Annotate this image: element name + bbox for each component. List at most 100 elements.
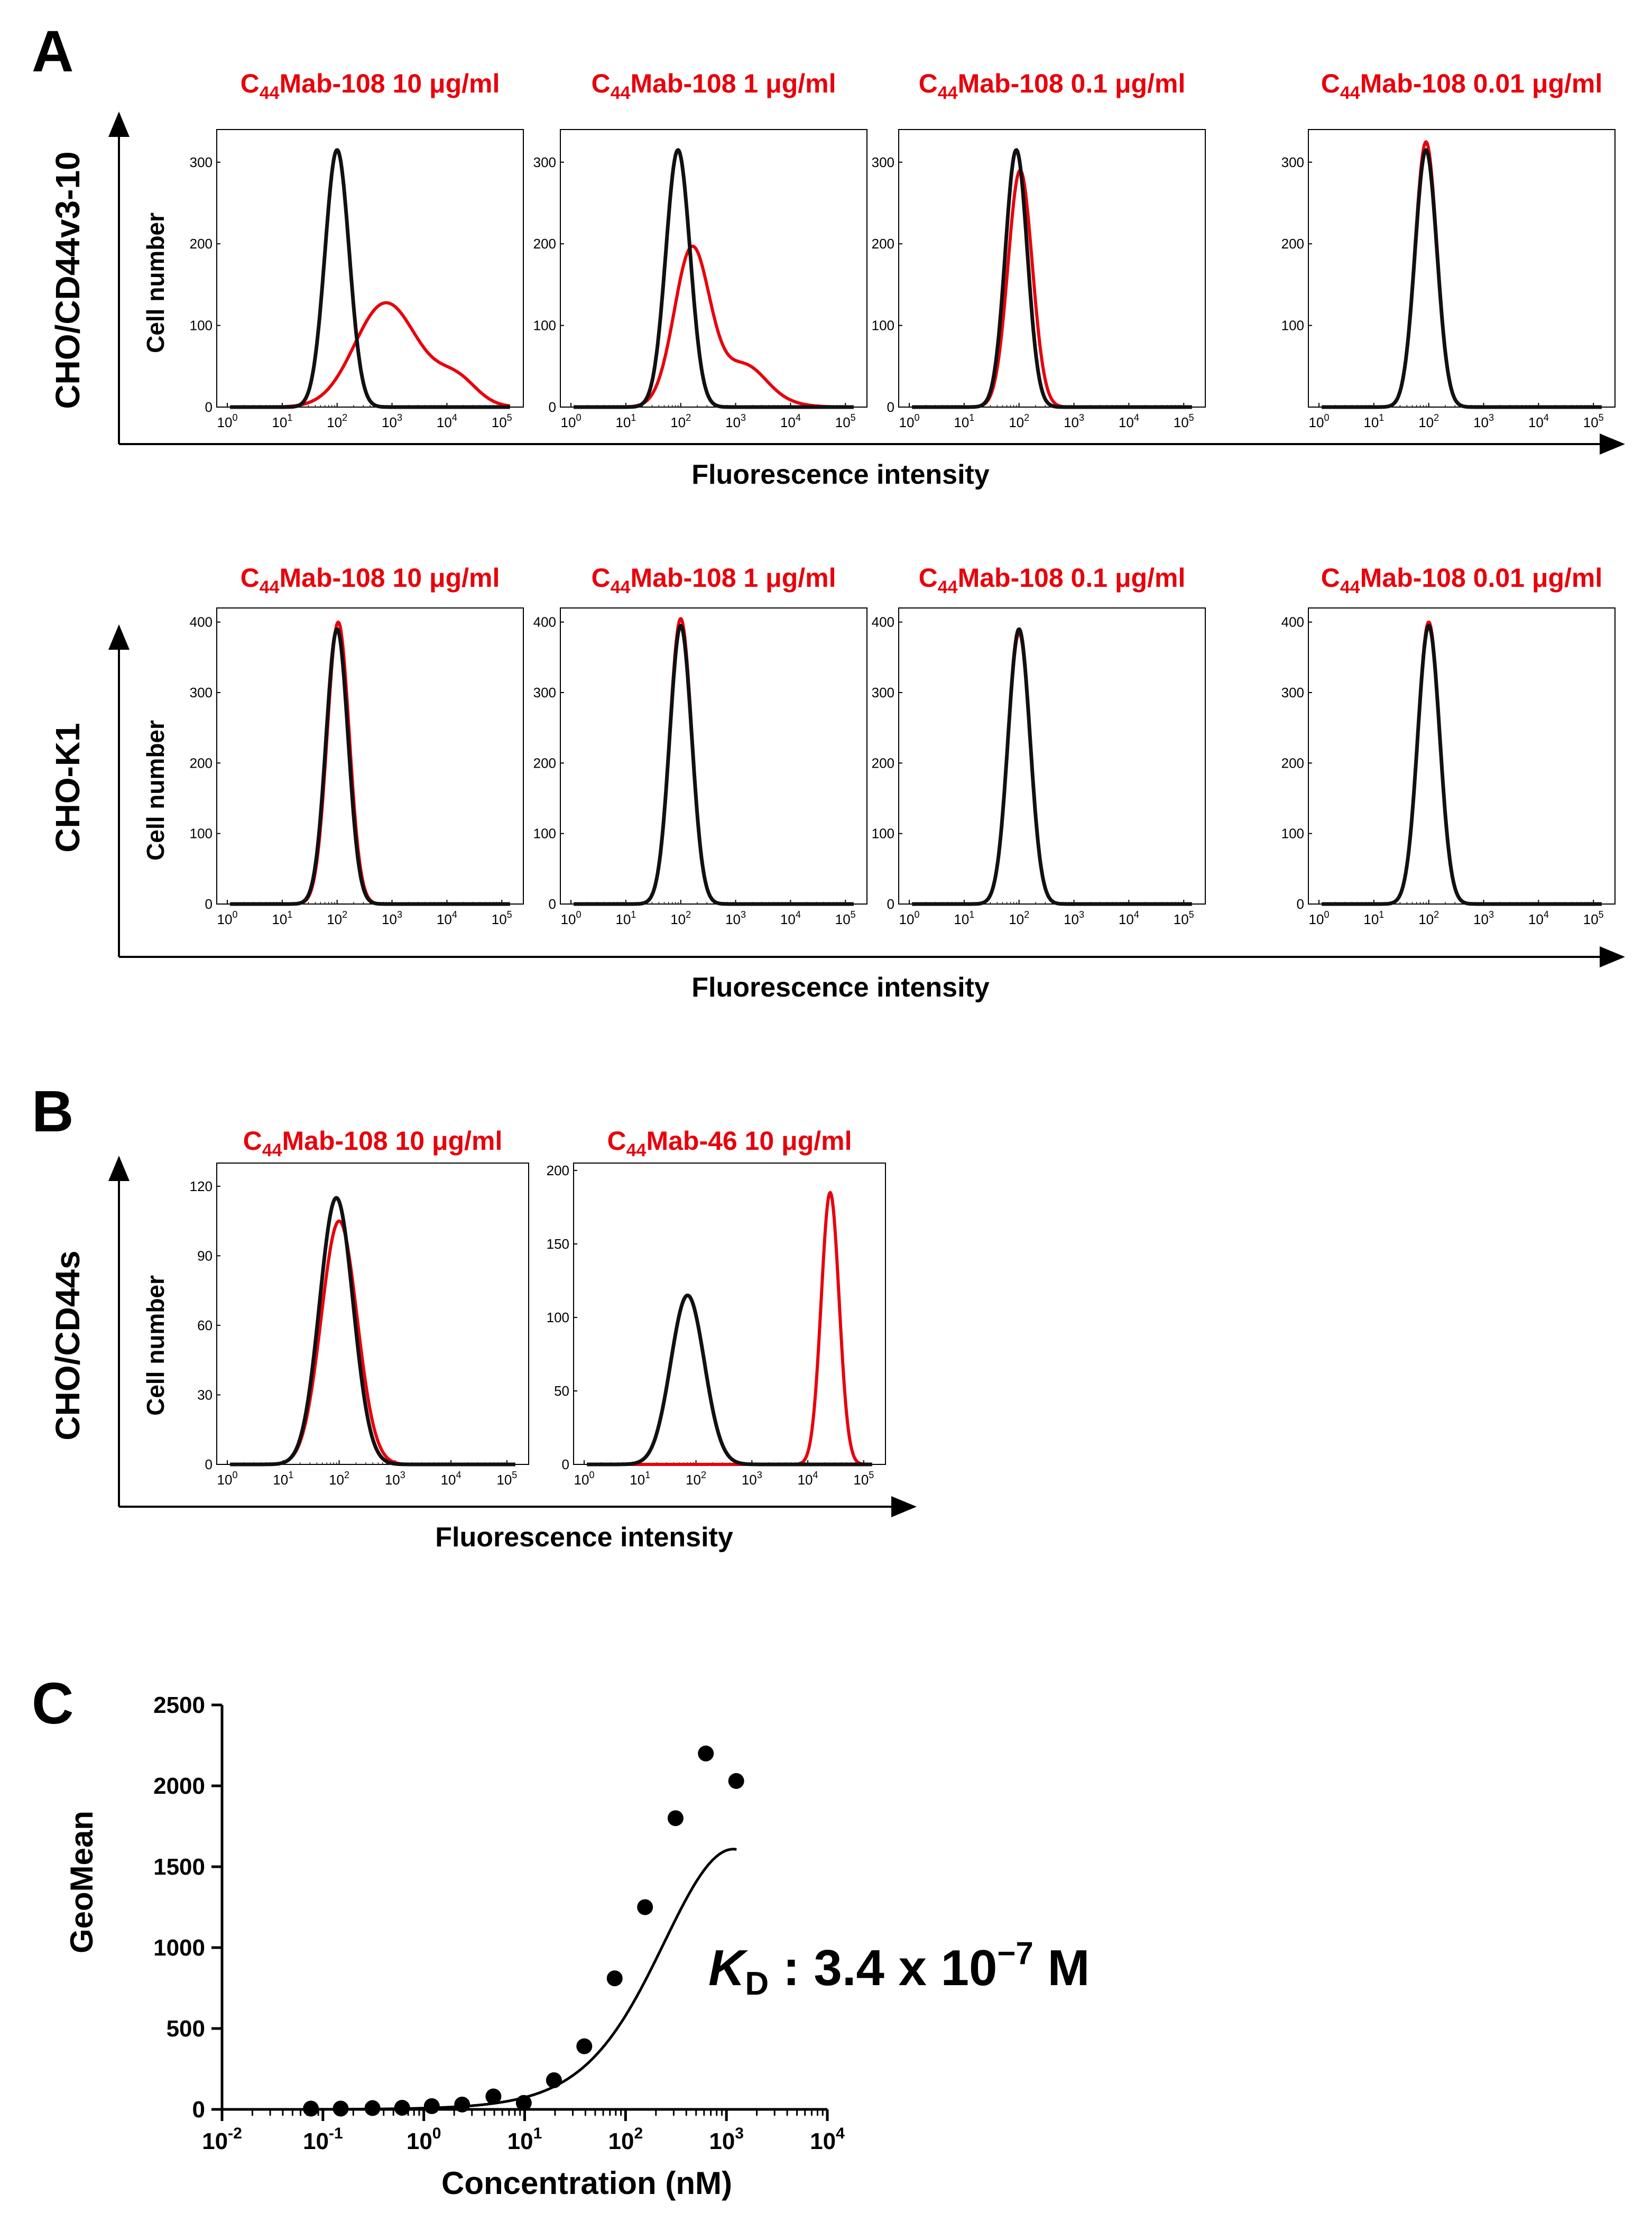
plot-frame [216, 129, 524, 408]
c-data-point [364, 2100, 381, 2116]
control-histogram-line [911, 148, 1193, 409]
x-tick-label: 102 [327, 412, 347, 430]
y-tick-label: 300 [533, 154, 556, 170]
x-tick-label: 102 [327, 909, 347, 927]
x-tick-label: 101 [615, 412, 636, 430]
panel-label-a: A [32, 19, 73, 84]
histogram-A-bottom-3: C44Mab-108 0.1 μg/ml 0 100 200 300 400 100 101 1… [872, 563, 1206, 927]
panel-label-b: B [32, 1079, 73, 1144]
c-data-point [546, 2072, 562, 2088]
antibody-histogram-line [1321, 140, 1602, 409]
row-label-cd44s: CHO/CD44s [49, 1250, 87, 1440]
c-data-point [515, 2095, 532, 2111]
c-data-point [667, 1810, 684, 1827]
row-label-cho-k1: CHO-K1 [49, 723, 87, 852]
c-x-axis-label: Concentration (nM) [441, 2165, 732, 2201]
y-tick-label: 200 [533, 755, 556, 771]
plot-frame [1308, 607, 1616, 905]
subplot-title: C44Mab-46 10 μg/ml [607, 1126, 852, 1160]
y-tick-label: 200 [547, 1163, 569, 1178]
x-tick-label: 101 [1363, 909, 1384, 927]
y-tick-label: 300 [1281, 154, 1304, 170]
x-axis-label-b: Fluorescence intensity [435, 1522, 733, 1553]
c-data-point [637, 1899, 653, 1915]
subplot-title: C44Mab-108 0.1 μg/ml [919, 69, 1186, 103]
x-tick-label: 104 [780, 412, 801, 430]
histogram-A-top-3: C44Mab-108 0.1 μg/ml 0 100 200 300 100 101 102 1… [872, 69, 1206, 430]
c-y-tick-label: 1500 [153, 1854, 205, 1880]
y-tick-label: 300 [190, 154, 213, 170]
y-tick-label: 0 [562, 1456, 569, 1472]
x-tick-label: 100 [1309, 412, 1330, 430]
c-fit-curve [308, 1848, 737, 2111]
x-tick-label: 105 [1583, 412, 1604, 430]
kd-annotation: KD : 3.4 x 10−7 M [708, 1935, 1090, 2002]
c-x-tick-label: 10-1 [303, 2125, 343, 2154]
y-tick-label: 400 [872, 614, 894, 630]
x-tick-label: 103 [1473, 412, 1494, 430]
c-y-tick-label: 2500 [153, 1692, 205, 1718]
plot-frame [560, 129, 867, 408]
x-tick-label: 101 [954, 412, 974, 430]
x-tick-label: 103 [725, 412, 746, 430]
y-tick-label: 100 [190, 826, 213, 842]
x-tick-label: 101 [954, 909, 974, 927]
histogram-A-bottom-2: C44Mab-108 1 μg/ml 0 100 200 300 400 100 101 102… [533, 563, 867, 927]
x-tick-label: 101 [272, 412, 292, 430]
x-tick-label: 103 [382, 412, 402, 430]
y-axis-label-a-top: Cell number [142, 213, 169, 353]
x-tick-label: 104 [1528, 412, 1549, 430]
x-tick-label: 100 [899, 412, 920, 430]
x-tick-label: 105 [853, 1470, 874, 1488]
y-tick-label: 100 [190, 318, 213, 334]
y-tick-label: 150 [547, 1236, 569, 1252]
x-tick-label: 100 [217, 909, 238, 927]
control-histogram-line [911, 627, 1193, 906]
binding-curve-chart: GeoMean Concentration (nM) KD : 3.4 x 10… [64, 1692, 1090, 2201]
y-tick-label: 300 [872, 685, 894, 700]
x-tick-label: 100 [899, 909, 920, 927]
x-tick-label: 104 [437, 909, 457, 927]
x-tick-label: 103 [1473, 909, 1494, 927]
x-tick-label: 103 [385, 1470, 405, 1488]
x-axis-label-a-bottom: Fluorescence intensity [691, 972, 990, 1003]
c-x-tick-label: 103 [709, 2125, 744, 2154]
y-tick-label: 300 [1281, 685, 1304, 700]
c-x-tick-label: 101 [507, 2125, 542, 2154]
control-histogram-line [229, 1196, 516, 1467]
control-histogram-line [586, 1293, 873, 1467]
y-tick-label: 300 [533, 685, 556, 700]
antibody-histogram-line [229, 1219, 516, 1466]
y-tick-label: 100 [533, 318, 556, 334]
x-tick-label: 105 [492, 412, 512, 430]
c-x-tick-label: 10-2 [202, 2125, 242, 2154]
y-tick-label: 100 [1281, 826, 1304, 842]
y-tick-label: 200 [1281, 755, 1304, 771]
y-tick-label: 0 [1297, 896, 1304, 912]
control-histogram-line [1321, 624, 1603, 906]
y-tick-label: 200 [190, 236, 213, 252]
x-tick-label: 103 [1064, 909, 1084, 927]
x-tick-label: 103 [1064, 412, 1084, 430]
y-tick-label: 100 [533, 826, 556, 842]
x-tick-label: 104 [1119, 909, 1139, 927]
subplot-title: C44Mab-108 10 μg/ml [241, 69, 500, 103]
plot-frame [1308, 129, 1616, 408]
control-histogram-line [229, 627, 511, 906]
y-tick-label: 100 [872, 826, 894, 842]
x-axis-label-a-top: Fluorescence intensity [691, 459, 990, 490]
x-tick-label: 101 [1363, 412, 1384, 430]
histogram-B-1: C44Mab-108 10 μg/ml 0 30 60 90 120 100 101 102 10… [190, 1126, 529, 1488]
c-data-point [394, 2099, 410, 2116]
x-tick-label: 104 [1119, 412, 1139, 430]
x-tick-label: 102 [1418, 412, 1439, 430]
x-tick-label: 103 [725, 909, 746, 927]
antibody-histogram-line [229, 301, 511, 409]
x-tick-label: 102 [329, 1470, 349, 1488]
x-tick-label: 104 [441, 1470, 462, 1488]
x-tick-label: 102 [1009, 909, 1029, 927]
antibody-histogram-line [229, 620, 511, 906]
